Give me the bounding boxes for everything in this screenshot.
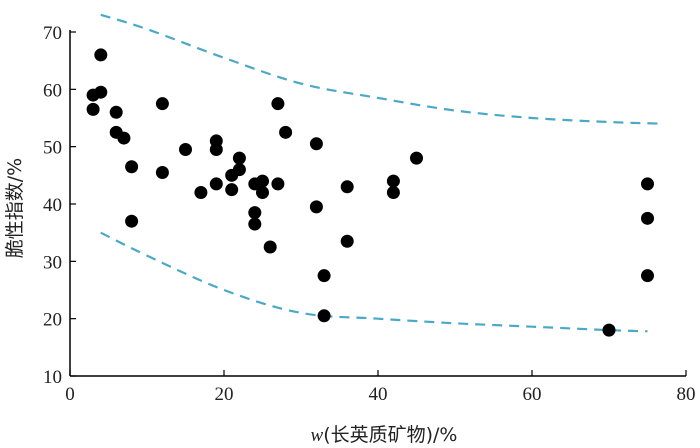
data-point <box>94 85 108 99</box>
y-tick-label: 40 <box>43 195 62 216</box>
y-tick-label: 30 <box>43 252 62 273</box>
data-point <box>641 211 654 225</box>
data-point <box>155 97 169 111</box>
data-point <box>125 214 139 228</box>
data-point <box>256 174 269 188</box>
x-tick-label: 80 <box>677 384 696 405</box>
data-point <box>309 200 323 214</box>
data-point <box>225 183 239 197</box>
tick-marks <box>69 31 687 377</box>
data-point <box>340 180 354 194</box>
data-point <box>248 206 262 220</box>
data-point <box>263 240 277 254</box>
data-point <box>209 143 223 157</box>
data-point <box>86 102 100 116</box>
data-point <box>386 186 400 200</box>
x-axis-title-text: (长英质矿物)/% <box>323 424 457 446</box>
data-point <box>271 177 285 191</box>
boundary-curves <box>100 13 663 333</box>
y-tick-label: 50 <box>43 138 62 159</box>
data-point <box>309 137 323 151</box>
data-point <box>117 131 131 145</box>
x-tick-label: 0 <box>65 384 75 405</box>
data-point <box>232 163 246 177</box>
data-points <box>86 48 654 337</box>
data-point <box>410 151 423 165</box>
y-axis-title: 脆性指数/% <box>4 158 26 258</box>
data-point <box>155 165 169 179</box>
lower-bound-curve <box>100 231 648 333</box>
x-tick-label: 40 <box>369 384 388 405</box>
data-point <box>209 177 223 191</box>
data-point <box>641 269 654 283</box>
data-point <box>179 143 192 157</box>
upper-bound-curve <box>100 13 663 125</box>
x-axis-title: w(长英质矿物)/% <box>311 424 458 446</box>
data-point <box>317 309 331 323</box>
y-tick-label: 70 <box>43 23 62 44</box>
data-point <box>194 186 208 200</box>
data-point <box>317 269 331 283</box>
tick-labels: 0 20 40 60 80 10 20 30 40 50 60 70 <box>43 23 696 405</box>
x-tick-label: 60 <box>523 384 542 405</box>
data-point <box>256 186 269 200</box>
y-tick-label: 10 <box>43 367 62 388</box>
y-tick-label: 20 <box>43 310 62 331</box>
data-point <box>248 217 262 231</box>
axes <box>69 30 686 377</box>
data-point <box>232 151 246 165</box>
y-tick-label: 60 <box>43 80 62 101</box>
x-axis-title-variable: w <box>311 425 324 446</box>
data-point <box>109 105 123 119</box>
data-point <box>340 234 354 248</box>
x-tick-label: 20 <box>215 384 234 405</box>
data-point <box>94 48 108 62</box>
data-point <box>271 97 285 111</box>
data-point <box>125 160 139 174</box>
data-point <box>386 174 400 188</box>
data-point <box>602 323 616 337</box>
data-point <box>279 125 293 139</box>
data-point <box>641 177 654 191</box>
